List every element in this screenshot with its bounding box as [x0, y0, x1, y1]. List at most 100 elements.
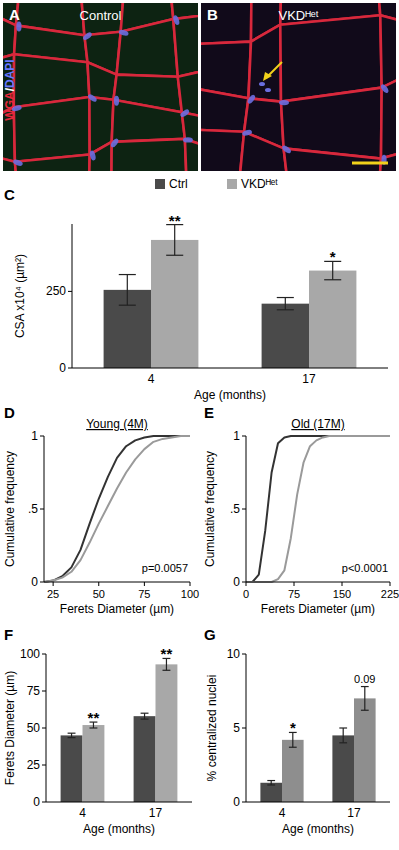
nucleus — [281, 144, 292, 154]
error-cap — [361, 710, 369, 711]
nucleus — [82, 31, 93, 41]
fiber — [89, 142, 112, 171]
y-tick — [40, 436, 44, 437]
error-cap — [141, 719, 149, 720]
error-bar — [68, 733, 76, 737]
legend-label: VKDᴴᵉᵗ — [241, 177, 278, 191]
axes: 0 250 — [46, 224, 388, 375]
x-tick-label: 50 — [93, 588, 105, 600]
annotation: 0.09 — [354, 673, 375, 685]
axes: 0255075100 — [20, 647, 192, 809]
error-cap — [277, 297, 294, 298]
fiber — [15, 155, 90, 172]
fiber — [201, 128, 244, 171]
x-axis — [72, 368, 388, 369]
fiber — [111, 139, 187, 171]
y-tick — [42, 728, 46, 729]
y-tick-label: 50 — [27, 721, 41, 735]
legend-swatch — [227, 179, 237, 189]
error-line — [271, 781, 272, 785]
image-title: VKDᴴᵉᵗ — [279, 8, 319, 23]
fiber — [284, 148, 381, 171]
error-cap — [166, 255, 183, 256]
error-bar — [141, 713, 149, 719]
nucleus — [183, 137, 193, 142]
fiber — [112, 100, 185, 142]
bar — [262, 304, 309, 368]
fiber — [380, 15, 396, 87]
error-cap — [289, 747, 297, 748]
x-tick-label: 4 — [148, 372, 155, 386]
error-cap — [68, 733, 76, 734]
y-tick-label: 5 — [233, 721, 240, 735]
axes: 0510 — [227, 647, 390, 809]
annotation: ** — [161, 645, 173, 662]
x-axis-label: Ferets Diameter (µm) — [261, 602, 375, 616]
nucleus — [172, 15, 180, 26]
y-tick-label: 0 — [233, 795, 240, 809]
nucleus — [12, 159, 23, 167]
x-tick — [294, 582, 295, 586]
axes: 0.51255075100 — [28, 429, 199, 600]
x-axis — [246, 582, 390, 583]
x-tick — [390, 582, 391, 586]
error-line — [144, 713, 145, 719]
nucleus — [87, 93, 98, 103]
y-tick-label: .5 — [230, 502, 240, 516]
panel-label: A — [9, 6, 20, 23]
y-tick — [42, 765, 46, 766]
nucleus — [242, 129, 253, 137]
y-tick-label: 0 — [31, 575, 38, 589]
x-tick-label: 75 — [288, 588, 300, 600]
x-tick — [144, 582, 145, 586]
x-tick-label: 17 — [347, 806, 361, 820]
error-line — [343, 728, 344, 743]
nucleus — [279, 100, 289, 105]
y-tick-label: 250 — [46, 284, 66, 298]
error-cap — [163, 670, 171, 671]
x-axis-label: Age (months) — [194, 388, 266, 402]
x-axis-label: Ferets Diameter (µm) — [60, 602, 174, 616]
annotation: ** — [169, 212, 181, 229]
legend-swatch — [155, 179, 165, 189]
fiber — [185, 139, 198, 171]
x-tick — [342, 582, 343, 586]
bar — [61, 735, 83, 802]
scale-bar — [352, 162, 388, 165]
x-axis-label: Age (months) — [83, 822, 155, 836]
error-cap — [267, 780, 275, 781]
central-nucleus — [265, 88, 271, 92]
y-axis-label: Cumulative frequency — [203, 451, 217, 567]
nucleus — [179, 108, 190, 118]
error-cap — [90, 727, 98, 728]
y-tick — [242, 802, 246, 803]
panel-label: F — [4, 626, 13, 643]
panel-label: E — [204, 404, 214, 421]
error-bar — [339, 728, 347, 743]
error-cap — [119, 305, 136, 306]
nucleus — [118, 29, 129, 37]
fiber — [80, 3, 125, 35]
bar — [332, 735, 354, 802]
fiber — [201, 82, 248, 132]
annotation: ** — [88, 709, 100, 726]
y-tick-label: 0 — [59, 361, 66, 375]
nucleus — [110, 137, 120, 148]
y-tick — [42, 802, 46, 803]
y-tick — [242, 436, 246, 437]
error-bar — [267, 781, 275, 785]
bar — [354, 698, 376, 802]
error-bar — [361, 687, 369, 711]
fiber — [379, 150, 397, 171]
image — [201, 3, 396, 171]
nucleus — [246, 94, 256, 105]
chart-title: Young (4M) — [86, 417, 148, 431]
fiber — [117, 19, 178, 77]
x-axis-label: Age (months) — [282, 822, 354, 836]
chart-title: Old (17M) — [291, 417, 344, 431]
cumulative-line — [246, 436, 390, 582]
nucleus — [89, 150, 97, 161]
y-tick — [42, 691, 46, 692]
plot-area — [61, 658, 178, 802]
legend-label: Ctrl — [169, 177, 188, 191]
